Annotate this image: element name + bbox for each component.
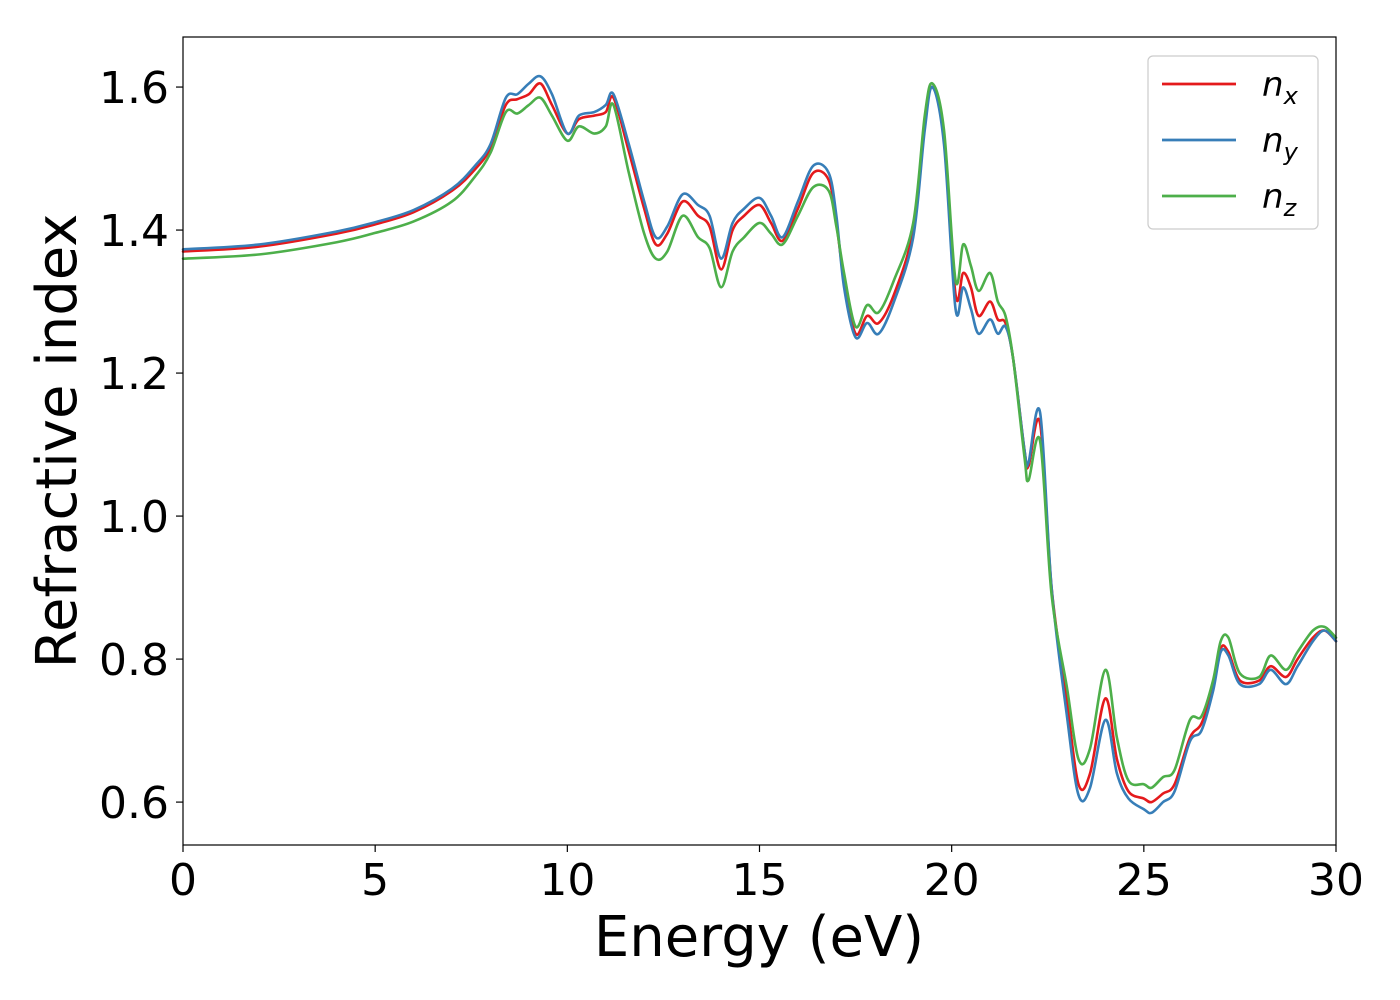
legend-label: nx <box>1262 65 1299 110</box>
x-tick-label: 30 <box>1308 855 1364 906</box>
y-axis-title: Refractive index <box>25 214 90 669</box>
y-tick-label: 0.6 <box>99 778 169 829</box>
x-axis: 0 5 10 15 20 25 30 <box>169 845 1364 906</box>
x-tick-label: 15 <box>732 855 788 906</box>
series-line-z <box>181 81 1338 790</box>
legend-box <box>1147 55 1319 230</box>
series-line-y <box>181 74 1338 815</box>
series-layer <box>181 74 1338 815</box>
x-axis-title: Energy (eV) <box>594 905 924 970</box>
x-tick-label: 0 <box>169 855 197 906</box>
x-tick-label: 5 <box>361 855 389 906</box>
y-tick-label: 0.8 <box>99 635 169 686</box>
legend: nx ny nz <box>1147 55 1319 230</box>
y-axis: 0.6 0.8 1.0 1.2 1.4 1.6 <box>99 63 183 829</box>
x-tick-label: 20 <box>924 855 980 906</box>
y-tick-label: 1.6 <box>99 63 169 114</box>
y-tick-label: 1.2 <box>99 349 169 400</box>
y-tick-label: 1.4 <box>99 206 169 257</box>
y-tick-label: 1.0 <box>99 492 169 543</box>
legend-entries: nx ny nz <box>1162 65 1299 222</box>
legend-label: nz <box>1262 177 1298 222</box>
x-tick-label: 10 <box>539 855 595 906</box>
legend-label: ny <box>1262 121 1299 166</box>
legend-entry-y: ny <box>1162 121 1299 166</box>
legend-entry-z: nz <box>1162 177 1298 222</box>
legend-entry-x: nx <box>1162 65 1299 110</box>
x-tick-label: 25 <box>1116 855 1172 906</box>
